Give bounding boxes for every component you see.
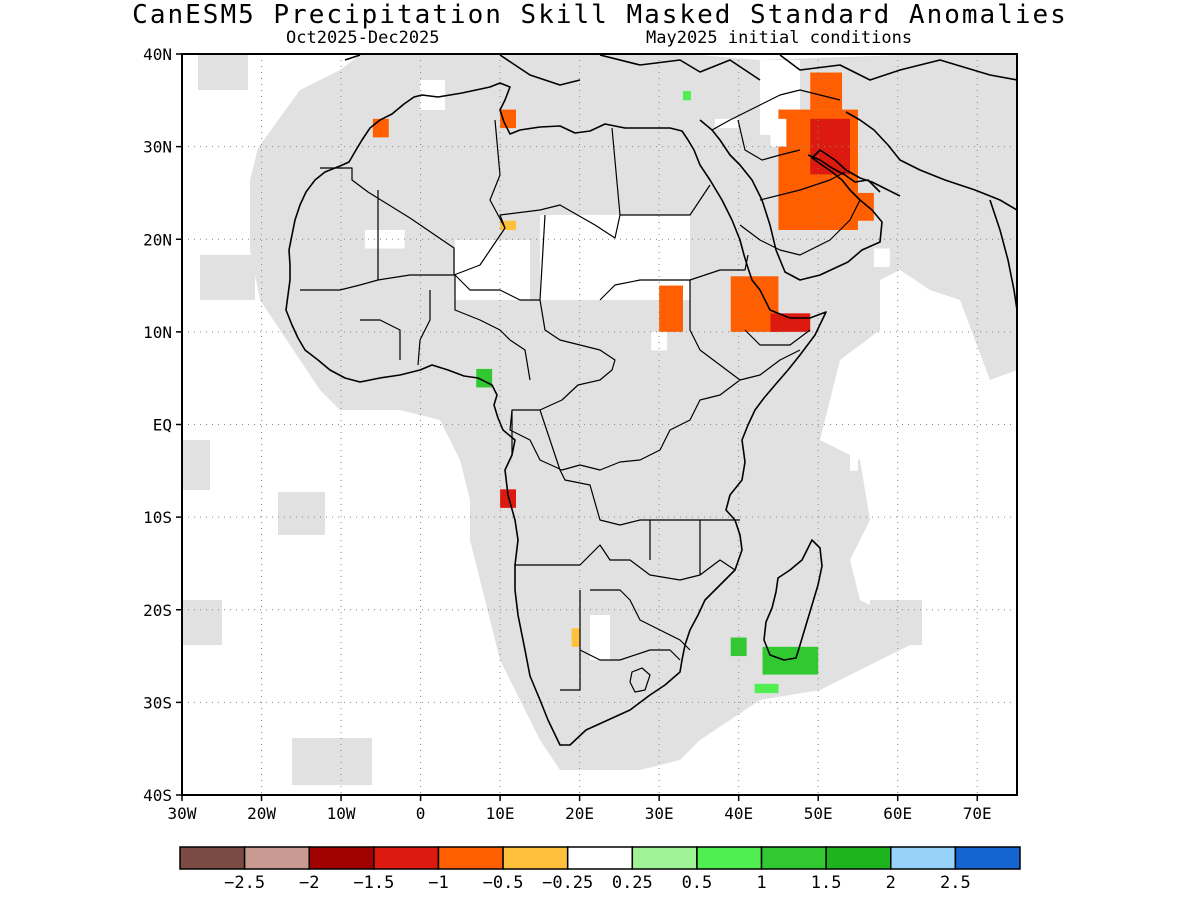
lon-tick-label: 50E (804, 804, 833, 823)
madagascar-coastline (763, 539, 823, 661)
colorbar-swatch (437, 846, 504, 870)
anomaly-patches (364, 72, 890, 694)
colorbar-swatch (760, 846, 827, 870)
lat-tick-label: 20S (143, 601, 172, 620)
lon-tick-label: 30W (168, 804, 197, 823)
coastlines-and-borders (285, 54, 1017, 746)
anomaly-patch-sudan-east-fringe (651, 331, 668, 351)
masked-region-atlantic-1 (182, 440, 210, 490)
masked-region-canaries (198, 55, 248, 90)
colorbar-label: 2 (886, 873, 896, 893)
skill-mask-areas (182, 55, 1017, 785)
anomaly-patch-mozambique-channel (730, 637, 747, 657)
colorbar-swatch (243, 846, 310, 870)
lat-tick-label: 20N (143, 230, 172, 249)
colorbar: −2.5 −2 −1.5 −1 −0.5 −0.25 0.25 0.5 1 1.5 2 2.5 (179, 846, 1021, 893)
lon-tick-label: 20W (247, 804, 276, 823)
lon-tick-label: 30E (645, 804, 674, 823)
masked-region-india (950, 230, 1017, 300)
colorbar-swatch (308, 846, 375, 870)
masked-region-atlantic-3 (182, 600, 222, 645)
anomaly-patch-oman-south (873, 248, 890, 268)
anomaly-patch-egypt-north (683, 91, 691, 101)
colorbar-swatch (825, 846, 892, 870)
colorbar-swatch (890, 846, 957, 870)
black-caspian (779, 54, 1017, 81)
colorbar-label: −0.5 (483, 873, 524, 893)
masked-region-atlantic-4 (292, 738, 372, 785)
lat-tick-label: 10N (143, 323, 172, 342)
anomaly-patch-mali-north (364, 229, 405, 249)
masked-region-capeverde (200, 255, 255, 300)
anomaly-patch-levant (714, 118, 739, 129)
initial-conditions-label: May2025 initial conditions (646, 28, 913, 48)
lon-tick-label: 0 (416, 804, 426, 823)
white-libya-patch (420, 80, 445, 110)
lat-tick-label: 40S (143, 786, 172, 805)
colorbar-swatch (631, 846, 698, 870)
lon-tick-label: 10W (327, 804, 356, 823)
colorbar-label: 2.5 (940, 873, 971, 893)
anomaly-patch-morocco-north (372, 118, 389, 138)
colorbar-label: 0.25 (612, 873, 653, 893)
white-sahara-east (540, 215, 690, 300)
lon-tick-label: 40E (724, 804, 753, 823)
forecast-period-label: Oct2025-Dec2025 (286, 28, 440, 48)
lat-tick-label: 30S (143, 693, 172, 712)
masked-region-indian-1 (870, 600, 922, 645)
africa-coastline (285, 82, 827, 746)
colorbar-label: 1 (756, 873, 766, 893)
lon-tick-label: 60E (883, 804, 912, 823)
colorbar-label: −2.5 (224, 873, 265, 893)
colorbar-label: 1.5 (811, 873, 842, 893)
masked-region-africa (250, 55, 1017, 770)
anomaly-patch-gulf-rim (850, 192, 874, 221)
anomaly-patch-somalia-east (850, 452, 858, 471)
anomaly-patch-angola-coast (500, 489, 516, 508)
national-borders (300, 89, 861, 693)
anomaly-patch-libya-south (500, 220, 516, 230)
anomaly-patch-sudan-east (659, 285, 683, 332)
colorbar-label: −1.5 (353, 873, 394, 893)
india-coast (989, 199, 1017, 311)
colorbar-swatch (696, 846, 763, 870)
iran-coast (845, 111, 1017, 211)
colorbar-swatch (373, 846, 440, 870)
colorbar-swatch (566, 846, 634, 870)
colorbar-label: 0.5 (682, 873, 713, 893)
lat-tick-label: EQ (153, 416, 172, 435)
white-sahara-central (455, 240, 530, 300)
lat-tick-label: 30N (143, 138, 172, 157)
map-title: CanESM5 Precipitation Skill Masked Stand… (132, 0, 1068, 30)
masked-region-atlantic-2 (278, 492, 325, 535)
colorbar-swatch (954, 846, 1021, 870)
anomaly-patch-madagascar-southwest (754, 683, 779, 694)
lat-tick-label: 40N (143, 45, 172, 64)
white-south-africa (590, 615, 610, 660)
arabia-coastline (699, 119, 901, 281)
colorbar-label: −0.25 (542, 873, 593, 893)
anomaly-patch-gulf-of-aden (770, 313, 811, 332)
lon-tick-label: 10E (486, 804, 515, 823)
lat-tick-label: 10S (143, 508, 172, 527)
anomaly-patch-iran-south (810, 72, 843, 110)
colorbar-label: −2 (299, 873, 319, 893)
anomaly-patch-madagascar-south (762, 646, 819, 675)
lon-tick-label: 20E (565, 804, 594, 823)
lon-tick-label: 70E (963, 804, 992, 823)
colorbar-label: −1 (428, 873, 448, 893)
colorbar-swatch (179, 846, 246, 870)
mediterranean-north (344, 54, 761, 86)
anomaly-patch-iraq-west-fringe (770, 118, 787, 147)
anomaly-patch-botswana-west (571, 628, 580, 647)
persian-gulf-coast (807, 154, 881, 193)
colorbar-swatch (502, 846, 569, 870)
